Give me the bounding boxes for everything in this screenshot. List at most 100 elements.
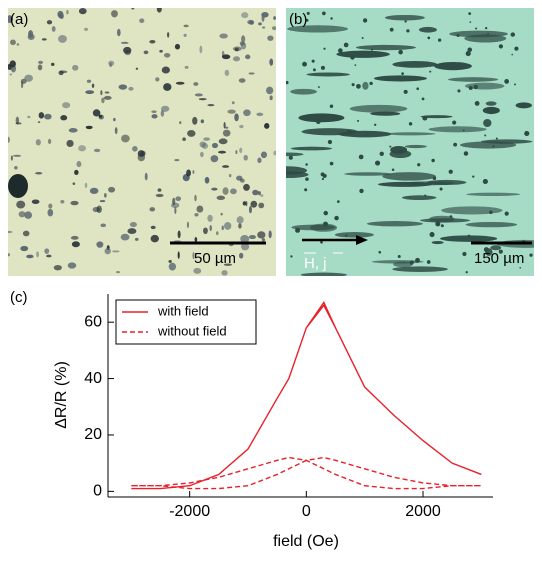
speck	[248, 72, 255, 75]
speck	[150, 234, 159, 243]
speck	[401, 72, 404, 75]
speck	[168, 262, 177, 271]
speck	[135, 67, 139, 70]
streak	[404, 181, 454, 186]
speck	[522, 102, 527, 108]
speck	[44, 248, 50, 254]
speck	[260, 151, 268, 159]
speck	[288, 155, 293, 160]
speck	[129, 222, 137, 228]
streak	[362, 81, 369, 90]
streak	[428, 126, 487, 133]
speck	[403, 89, 408, 94]
speck	[257, 157, 262, 164]
legend-label: without field	[157, 323, 227, 338]
speck	[391, 168, 395, 172]
speck	[203, 137, 211, 141]
speck	[473, 84, 478, 90]
speck	[9, 60, 16, 68]
speck	[374, 160, 381, 166]
speck	[258, 202, 265, 209]
speck	[268, 230, 272, 239]
speck	[235, 150, 238, 155]
speck	[38, 60, 44, 64]
speck	[96, 205, 102, 213]
speck	[86, 79, 92, 83]
streak	[490, 245, 502, 251]
speck	[252, 189, 259, 196]
speck	[68, 128, 78, 133]
speck	[38, 112, 45, 119]
speck	[468, 12, 472, 16]
speck	[155, 193, 164, 198]
speck	[24, 211, 33, 219]
speck	[160, 109, 165, 117]
speck	[378, 250, 382, 254]
speck	[51, 25, 56, 32]
speck	[295, 227, 301, 233]
speck	[397, 255, 401, 259]
speck	[99, 200, 106, 203]
speck	[389, 145, 392, 148]
speck	[269, 95, 273, 101]
speck	[113, 117, 116, 122]
speck	[439, 187, 443, 191]
speck	[379, 151, 384, 156]
speck	[116, 270, 120, 274]
speck	[222, 129, 231, 137]
speck	[245, 201, 248, 207]
speck	[209, 225, 212, 232]
speck	[427, 36, 431, 40]
speck	[174, 43, 181, 50]
speck	[519, 266, 522, 269]
speck	[467, 47, 473, 53]
speck	[358, 154, 364, 160]
speck	[36, 251, 40, 258]
speck	[504, 79, 510, 84]
speck	[218, 138, 228, 145]
streak	[355, 44, 416, 51]
speck	[70, 200, 79, 206]
speck	[44, 113, 52, 120]
speck	[463, 151, 469, 156]
x-tick-label: -2000	[169, 503, 210, 520]
speck	[236, 216, 244, 224]
speck	[241, 35, 246, 43]
micrograph-a-texture	[8, 8, 276, 276]
speck	[168, 260, 172, 263]
speck	[243, 109, 251, 117]
speck	[305, 18, 309, 22]
speck	[203, 227, 208, 235]
speck	[60, 14, 64, 20]
speck	[137, 150, 145, 157]
streak	[401, 195, 437, 201]
speck	[121, 134, 130, 143]
speck	[403, 64, 406, 66]
speck	[132, 146, 138, 152]
panel-label: (a)	[10, 11, 28, 28]
streak	[482, 106, 500, 115]
streak	[349, 104, 408, 113]
speck	[144, 172, 148, 181]
speck	[8, 174, 28, 198]
speck	[10, 39, 16, 46]
speck	[193, 82, 199, 86]
streak	[418, 26, 437, 33]
speck	[15, 122, 22, 125]
speck	[447, 63, 450, 66]
speck	[482, 178, 488, 185]
speck	[120, 233, 130, 241]
speck	[16, 200, 26, 209]
speck	[240, 42, 247, 50]
speck	[9, 73, 13, 76]
speck	[234, 47, 239, 52]
speck	[457, 89, 461, 93]
speck	[200, 119, 205, 124]
speck	[128, 86, 134, 91]
speck	[302, 61, 307, 67]
speck	[484, 26, 488, 30]
speck	[41, 38, 47, 41]
speck	[100, 223, 107, 228]
speck	[85, 125, 93, 130]
streak	[431, 240, 444, 245]
